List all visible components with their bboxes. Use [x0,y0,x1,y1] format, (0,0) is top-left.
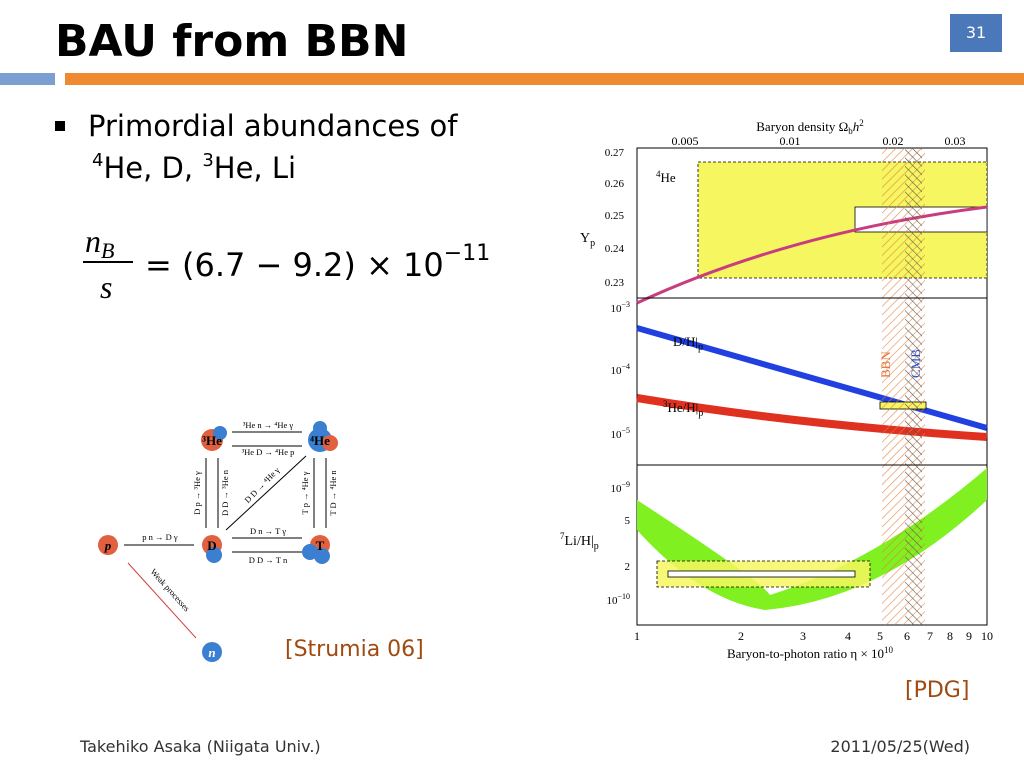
bullet-marker [55,121,65,131]
mid-tick-label: 10−4 [610,362,630,377]
bullet-text: Primordial abundances of [88,109,458,143]
citation: [PDG] [905,678,969,703]
header-bar [65,73,1024,85]
reaction-label: p n → D γ [142,532,178,542]
he3-curve [636,394,988,441]
x-tick-label: 5 [877,629,883,643]
reaction-label: T p → ⁴He γ [300,471,310,514]
page-number: 31 [966,23,986,42]
node-label: p [104,538,112,553]
node-label: D [207,538,216,553]
reaction-label: D p → ³He γ [192,471,202,515]
formula-rhs: = (6.7 − 9.2) × 10−11 [145,241,490,284]
x-tick-label: 3 [800,629,806,643]
bottom-tick-label: 10−10 [606,592,630,607]
node-label: T [316,538,325,553]
formula-denominator: s [100,269,112,305]
top-tick-label: 0.03 [945,134,966,148]
top-tick-label: 0.01 [780,134,801,148]
x-tick-label: 6 [904,629,910,643]
node-label: ⁴He [310,433,330,448]
x-tick-label: 9 [966,629,972,643]
top-axis-label: Baryon density Ωbh2 [756,118,863,136]
title: BAU from BBN [55,16,408,67]
x-tick-label: 2 [738,629,744,643]
yp-tick-label: 0.26 [605,178,625,190]
nodes [98,421,338,662]
yp-tick-label: 0.25 [605,210,625,222]
reaction-label: D D → ³He n [220,469,230,516]
bottom-tick-label: 2 [625,561,631,573]
reaction-label: Weak processes [148,567,191,614]
x-axis-label: Baryon-to-photon ratio η × 1010 [727,645,894,661]
x-tick-label: 7 [927,629,933,643]
node-label: n [208,645,215,660]
citation: [Strumia 06] [285,637,424,662]
he4-label: 4He [656,169,676,185]
formula-numerator: nB [85,223,114,263]
yp-tick-label: 0.23 [605,277,625,289]
he3-label: 3He/H|p [663,399,703,419]
bottom-tick-label: 10−9 [610,480,630,495]
dh-label: D/H|p [673,334,703,353]
cmb-label: CMB [908,349,923,378]
bbn-label: BBN [878,351,893,378]
page-number-box [950,14,1002,52]
reaction-label: ³He D → ⁴He p [242,447,295,457]
reaction-label: ³He n → ⁴He γ [243,420,294,430]
reaction-label: T D → ⁴He n [328,470,338,516]
node-label: ³He [202,433,222,448]
reaction-label: D D → ⁴He γ [242,465,281,505]
mid-tick-label: 10−5 [610,426,630,441]
yp-label: Yp [580,231,595,249]
reaction-diagram: ³He ⁴He p D T n ³He n → ⁴He γ ³He D → ⁴H… [98,420,338,662]
yp-curve [636,205,988,305]
dh-curve [636,325,988,431]
header-bar-left [0,73,55,85]
reaction-label: D n → T γ [250,526,286,536]
top-tick-label: 0.02 [883,134,904,148]
li-inner-box [667,570,856,578]
reaction-label: D D → T n [249,555,288,565]
mid-tick-label: 10−3 [610,300,630,315]
weak-arrow [127,562,197,639]
yp-tick-label: 0.27 [605,147,625,159]
bullet-text: 4He, D, 3He, Li [92,150,296,185]
yp-tick-label: 0.24 [605,243,625,255]
top-tick-label: 0.005 [672,134,699,148]
li-label: 7Li/H|p [560,531,599,552]
bbn-plot: Baryon density Ωbh2 0.005 0.01 0.02 0.03… [560,118,993,661]
cmb-band [905,148,922,625]
x-tick-label: 1 [634,629,640,643]
footer-date: 2011/05/25(Wed) [830,737,970,756]
x-tick-label: 10 [981,629,993,643]
x-tick-label: 8 [947,629,953,643]
x-tick-label: 4 [845,629,851,643]
bottom-tick-label: 5 [625,515,631,527]
footer-author: Takehiko Asaka (Niigata Univ.) [79,737,321,756]
